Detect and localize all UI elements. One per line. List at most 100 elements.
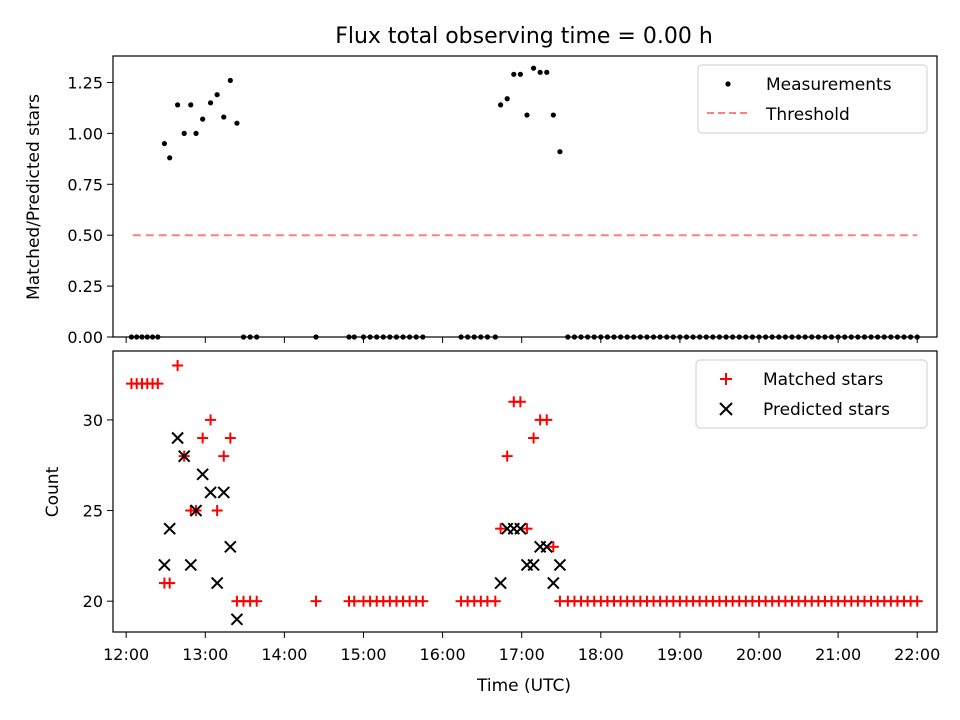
legend-threshold-label: Threshold — [765, 105, 850, 125]
measurement-point — [530, 65, 537, 71]
matched-star-point — [251, 595, 263, 607]
matched-star-point — [218, 450, 230, 462]
top-y-tick-label: 0.50 — [67, 226, 103, 245]
measurement-point — [175, 102, 181, 108]
matched-star-point — [211, 505, 223, 517]
legend-matched-label: Matched stars — [763, 370, 883, 390]
predicted-star-point — [547, 576, 560, 590]
measurement-point — [557, 149, 563, 155]
top-y-axis-label: Matched/Predicted stars — [24, 94, 44, 300]
measurement-point — [524, 112, 530, 118]
matched-star-point — [911, 595, 923, 607]
predicted-star-point — [224, 540, 237, 554]
predicted-star-point — [514, 522, 527, 535]
measurement-point — [207, 100, 214, 106]
matched-star-point — [205, 414, 217, 426]
top-y-tick-label: 1.00 — [67, 124, 103, 143]
measurement-point — [504, 96, 510, 102]
bottom-y-tick-label: 25 — [83, 502, 103, 521]
measurement-point — [234, 120, 240, 126]
measurement-point — [511, 71, 517, 77]
predicted-star-point — [158, 558, 171, 572]
matched-star-point — [495, 523, 507, 535]
matched-star-point — [489, 595, 501, 607]
x-tick-label: 13:00 — [182, 645, 228, 664]
top-chart-title: Flux total observing time = 0.00 h — [335, 24, 713, 49]
legend-predicted-marker — [719, 402, 733, 416]
predicted-star-point — [177, 449, 191, 463]
matched-star-point — [310, 595, 322, 607]
x-tick-label: 16:00 — [420, 645, 466, 664]
predicted-star-point — [217, 486, 230, 499]
matched-star-point — [501, 450, 513, 462]
measurement-point — [167, 155, 173, 161]
matched-star-point — [541, 414, 553, 426]
measurement-point — [188, 102, 194, 108]
measurement-point — [200, 116, 206, 122]
predicted-star-point — [189, 504, 203, 517]
bottom-y-tick-label: 20 — [83, 592, 103, 611]
top-legend: Measurements Threshold — [697, 64, 928, 134]
measurement-point — [517, 71, 523, 77]
x-tick-label: 17:00 — [499, 645, 545, 664]
legend-matched-marker — [720, 373, 732, 385]
measurement-point — [221, 114, 227, 120]
top-y-tick-label: 1.25 — [67, 73, 103, 92]
matched-star-point — [348, 595, 360, 607]
measurement-point — [227, 77, 233, 84]
bottom-y-axis-label: Count — [43, 466, 63, 517]
predicted-star-point — [553, 558, 567, 572]
matched-star-point — [547, 541, 559, 553]
bottom-y-tick-label: 30 — [83, 411, 103, 430]
x-tick-label: 15:00 — [340, 645, 386, 664]
matched-star-point — [224, 432, 236, 444]
predicted-star-point — [494, 576, 507, 590]
predicted-star-point — [204, 486, 217, 499]
matched-star-point — [172, 360, 184, 372]
x-tick-label: 19:00 — [657, 645, 703, 664]
predicted-star-point — [540, 540, 553, 554]
predicted-star-point — [171, 431, 184, 445]
bottom-plot-area: 12:00 13:00 14:00 15:00 16:00 17:00 18:00 19:00… — [83, 360, 940, 664]
matched-star-point — [521, 523, 533, 535]
matched-star-point — [528, 432, 540, 444]
predicted-star-point — [527, 558, 540, 572]
measurement-point — [544, 69, 550, 75]
predicted-star-point — [230, 613, 244, 626]
top-legend-box — [697, 64, 928, 134]
matched-star-point — [417, 595, 429, 607]
bottom-axes-frame — [112, 350, 938, 633]
x-tick-label: 20:00 — [736, 645, 782, 664]
legend-predicted-label: Predicted stars — [763, 400, 890, 420]
bottom-legend: Matched stars Predicted stars — [695, 359, 928, 429]
predicted-star-point — [163, 522, 176, 535]
bottom-legend-box — [695, 359, 928, 429]
top-y-tick-label: 0.00 — [67, 328, 103, 347]
x-tick-label: 14:00 — [261, 645, 307, 664]
legend-measurements-marker — [725, 81, 731, 87]
measurement-point — [161, 140, 168, 147]
x-tick-label: 22:00 — [894, 645, 940, 664]
measurement-point — [537, 69, 543, 75]
predicted-star-point — [210, 576, 224, 590]
predicted-star-point — [184, 558, 197, 572]
x-tick-label: 18:00 — [578, 645, 624, 664]
matched-star-point — [164, 577, 176, 589]
measurement-point — [498, 102, 504, 108]
x-tick-label: 12:00 — [103, 645, 149, 664]
legend-measurements-label: Measurements — [766, 75, 892, 95]
matched-star-point — [514, 396, 526, 408]
matched-star-point — [197, 432, 209, 444]
top-y-tick-label: 0.25 — [67, 277, 103, 296]
measurement-point — [214, 92, 220, 98]
measurement-point — [181, 130, 187, 136]
predicted-star-point — [196, 468, 209, 481]
measurement-point — [550, 112, 556, 118]
top-y-tick-label: 0.75 — [67, 175, 103, 194]
top-axes-frame — [112, 55, 938, 338]
matched-star-point — [152, 378, 164, 390]
measurement-point — [193, 130, 199, 136]
x-tick-label: 21:00 — [815, 645, 861, 664]
bottom-x-axis-label: Time (UTC) — [476, 676, 571, 696]
